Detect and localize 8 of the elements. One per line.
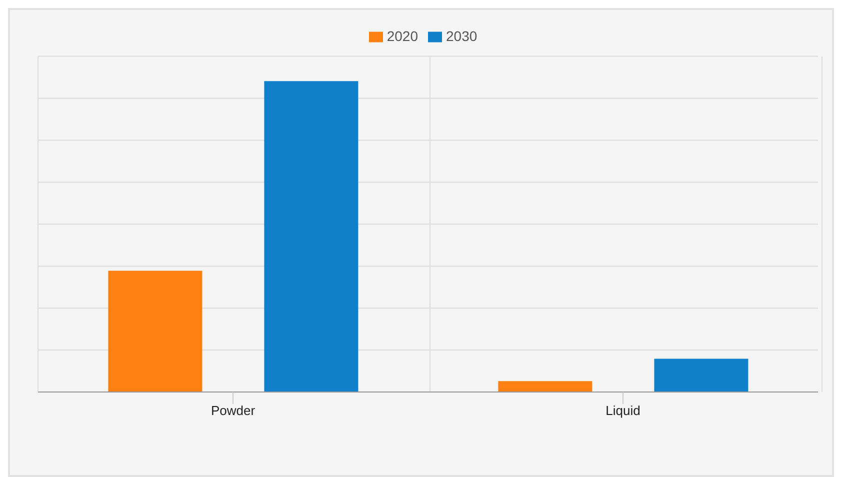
x-tick-label: Liquid <box>606 403 640 418</box>
bar <box>498 381 592 392</box>
bar <box>264 81 358 392</box>
legend-label: 2020 <box>386 28 418 44</box>
x-tick-label: Powder <box>210 403 256 418</box>
bar <box>108 270 202 392</box>
legend-label: 2030 <box>446 28 478 44</box>
bar <box>654 358 748 392</box>
